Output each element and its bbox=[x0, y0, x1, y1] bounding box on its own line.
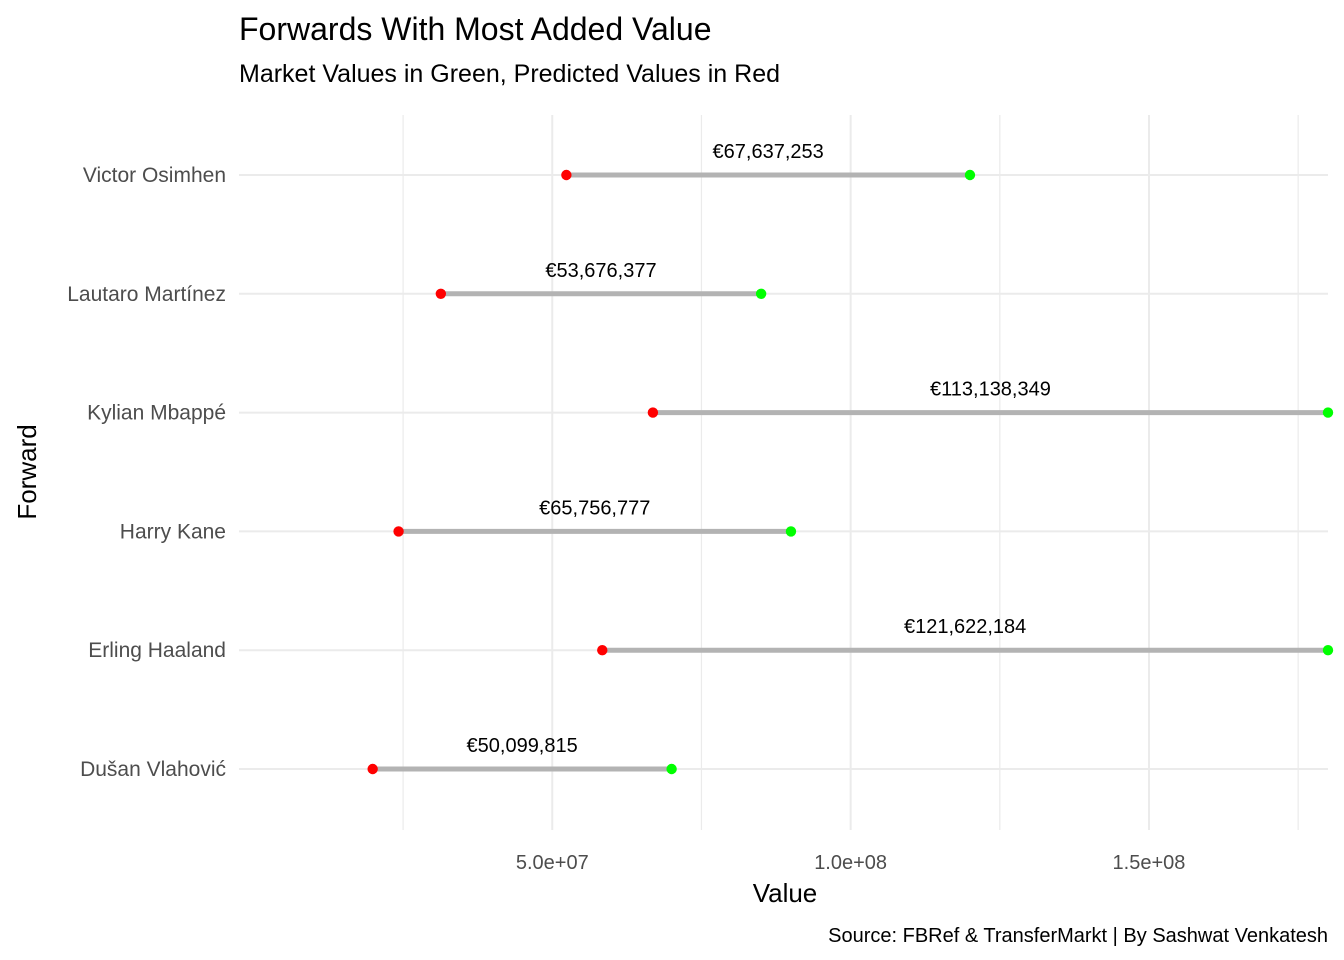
predicted-value-point bbox=[393, 526, 404, 537]
predicted-value-point bbox=[597, 645, 608, 656]
predicted-value-point bbox=[367, 763, 378, 775]
market-value-point bbox=[1322, 645, 1334, 656]
added-value-label: €67,637,253 bbox=[713, 141, 824, 163]
y-tick-label: Harry Kane bbox=[120, 520, 226, 543]
market-value-point bbox=[666, 763, 677, 775]
chart-caption: Source: FBRef & TransferMarkt | By Sashw… bbox=[828, 925, 1328, 947]
predicted-value-point bbox=[561, 169, 572, 181]
chart-title: Forwards With Most Added Value bbox=[239, 11, 712, 47]
added-value-label: €121,622,184 bbox=[904, 616, 1026, 638]
market-value-point bbox=[755, 288, 767, 299]
data-labels: €67,637,253 €53,676,377 €113,138,349 €65,75… bbox=[467, 141, 1051, 757]
grid-lines bbox=[239, 115, 1328, 830]
market-value-point bbox=[785, 526, 797, 537]
points bbox=[367, 169, 1334, 775]
predicted-value-point bbox=[647, 407, 659, 418]
added-value-label: €65,756,777 bbox=[539, 497, 650, 519]
chart-subtitle: Market Values in Green, Predicted Values… bbox=[239, 60, 780, 88]
added-value-label: €50,099,815 bbox=[467, 735, 578, 757]
y-tick-label: Erling Haaland bbox=[88, 639, 226, 662]
y-tick-label: Dušan Vlahović bbox=[80, 758, 226, 781]
predicted-value-point bbox=[435, 288, 447, 299]
x-tick-label: 5.0e+07 bbox=[516, 852, 589, 874]
segments bbox=[372, 172, 1328, 772]
x-tick-label: 1.5e+08 bbox=[1113, 852, 1186, 874]
x-tick-label: 1.0e+08 bbox=[814, 852, 887, 874]
market-value-point bbox=[964, 169, 976, 181]
y-tick-label: Kylian Mbappé bbox=[87, 402, 226, 425]
y-axis-title: Forward bbox=[12, 424, 42, 519]
x-axis-title: Value bbox=[753, 878, 818, 908]
market-value-point bbox=[1322, 407, 1334, 418]
added-value-label: €113,138,349 bbox=[930, 379, 1051, 401]
y-tick-label: Lautaro Martínez bbox=[67, 283, 226, 306]
y-tick-label: Victor Osimhen bbox=[83, 164, 226, 187]
axis-ticks: 5.0e+07 1.0e+08 1.5e+08 Victor Osimhen Lauta… bbox=[67, 164, 1185, 874]
added-value-label: €53,676,377 bbox=[545, 260, 656, 282]
